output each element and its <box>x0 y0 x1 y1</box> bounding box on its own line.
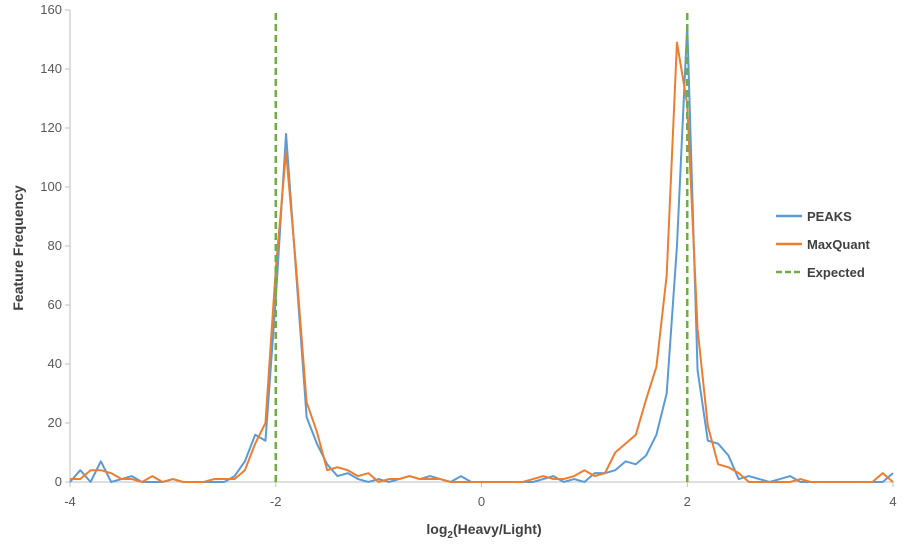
x-axis-title: log2(Heavy/Light) <box>426 521 541 541</box>
x-tick-label: 2 <box>684 494 691 509</box>
y-tick-label: 60 <box>48 297 62 312</box>
x-tick-label: 4 <box>889 494 896 509</box>
plot-area <box>69 10 894 483</box>
y-tick-label: 80 <box>48 238 62 253</box>
y-tick-label: 20 <box>48 415 62 430</box>
legend-label-maxquant: MaxQuant <box>807 237 871 252</box>
y-tick-label: 140 <box>40 61 62 76</box>
x-tick-label: -4 <box>64 494 76 509</box>
y-axis-title: Feature Frequency <box>10 185 26 310</box>
x-tick-label: 0 <box>478 494 485 509</box>
series-line-maxquant <box>70 41 894 483</box>
legend-label-expected: Expected <box>807 265 865 280</box>
y-axis: 0 20 40 60 80 100 120 140 160 <box>40 2 71 489</box>
y-tick-label: 100 <box>40 179 62 194</box>
x-axis: -4 -2 0 2 4 <box>64 481 897 509</box>
y-tick-label: 120 <box>40 120 62 135</box>
series-line-peaks <box>69 23 894 483</box>
x-tick-label: -2 <box>270 494 282 509</box>
legend: PEAKS MaxQuant Expected <box>776 209 871 280</box>
legend-label-peaks: PEAKS <box>807 209 852 224</box>
y-tick-label: 160 <box>40 2 62 17</box>
y-tick-label: 0 <box>55 474 62 489</box>
y-tick-label: 40 <box>48 356 62 371</box>
